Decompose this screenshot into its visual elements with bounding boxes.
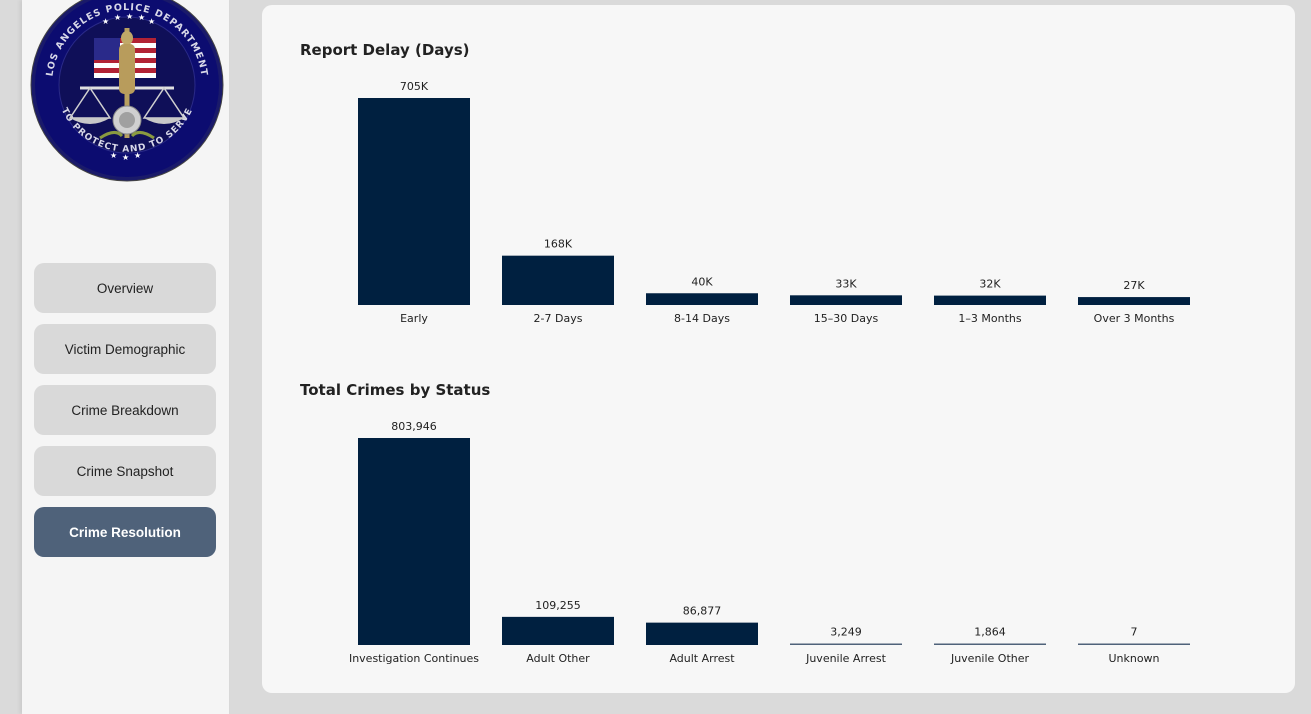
svg-text:★: ★ <box>148 17 155 26</box>
data-label-over-3-months: 27K <box>1123 279 1145 292</box>
tick-label-8-14-days: 8-14 Days <box>674 312 730 325</box>
data-label-juvenile-arrest: 3,249 <box>830 626 862 639</box>
bar-juvenile-other[interactable] <box>934 643 1046 646</box>
bar-adult-arrest[interactable] <box>646 622 758 645</box>
svg-text:★: ★ <box>134 151 141 160</box>
nav-crime-snapshot-button[interactable]: Crime Snapshot <box>34 446 216 496</box>
tick-label-over-3-months: Over 3 Months <box>1094 312 1175 325</box>
report-delay-chart-title: Report Delay (Days) <box>300 41 470 59</box>
bar-juvenile-arrest[interactable] <box>790 643 902 646</box>
tick-label-early: Early <box>400 312 428 325</box>
tick-label-unknown: Unknown <box>1108 652 1159 665</box>
tick-label-adult-other: Adult Other <box>526 652 590 665</box>
bar-over-3-months[interactable] <box>1078 297 1190 305</box>
tick-label-juvenile-arrest: Juvenile Arrest <box>805 652 886 665</box>
data-label-15-30-days: 33K <box>835 277 857 290</box>
lapd-seal-logo: LOS ANGELES POLICE DEPARTMENT TO PROTECT… <box>30 0 224 182</box>
status-chart: 803,946 Investigation Continues 109,255 Adu… <box>349 420 1190 665</box>
nav-victim-demographic-button[interactable]: Victim Demographic <box>34 324 216 374</box>
nav-crime-resolution-button[interactable]: Crime Resolution <box>34 507 216 557</box>
svg-text:★: ★ <box>110 151 117 160</box>
tick-label-juvenile-other: Juvenile Other <box>950 652 1030 665</box>
svg-text:★: ★ <box>138 13 145 22</box>
sidebar: LOS ANGELES POLICE DEPARTMENT TO PROTECT… <box>22 0 229 714</box>
report-delay-chart: 705K Early 168K 2-7 Days 40K 8-14 Days 33K 15–3… <box>358 80 1190 325</box>
data-label-2-7-days: 168K <box>544 238 573 251</box>
bar-early[interactable] <box>358 98 470 305</box>
tick-label-investigation-continues: Investigation Continues <box>349 652 479 665</box>
bar-unknown[interactable] <box>1078 643 1190 646</box>
data-label-investigation-continues: 803,946 <box>391 420 437 433</box>
data-label-1-3-months: 32K <box>979 278 1001 291</box>
bar-15-30-days[interactable] <box>790 295 902 305</box>
report-card: Report Delay (Days) 705K Early 168K 2-7 Day… <box>262 5 1295 693</box>
bar-adult-other[interactable] <box>502 616 614 645</box>
bar-2-7-days[interactable] <box>502 255 614 305</box>
status-chart-title: Total Crimes by Status <box>300 381 491 399</box>
data-label-adult-other: 109,255 <box>535 599 581 612</box>
data-label-unknown: 7 <box>1131 626 1138 639</box>
data-label-early: 705K <box>400 80 429 93</box>
nav-overview-button[interactable]: Overview <box>34 263 216 313</box>
svg-text:★: ★ <box>114 13 121 22</box>
bar-8-14-days[interactable] <box>646 293 758 305</box>
nav-crime-breakdown-button[interactable]: Crime Breakdown <box>34 385 216 435</box>
data-label-juvenile-other: 1,864 <box>974 626 1006 639</box>
tick-label-15-30-days: 15–30 Days <box>814 312 879 325</box>
tick-label-1-3-months: 1–3 Months <box>958 312 1021 325</box>
data-label-adult-arrest: 86,877 <box>683 605 722 618</box>
tick-label-adult-arrest: Adult Arrest <box>669 652 735 665</box>
svg-text:★: ★ <box>122 153 129 162</box>
data-label-8-14-days: 40K <box>691 275 713 288</box>
svg-text:★: ★ <box>102 17 109 26</box>
bar-1-3-months[interactable] <box>934 295 1046 305</box>
svg-text:★: ★ <box>126 12 133 21</box>
bar-investigation-continues[interactable] <box>358 438 470 645</box>
tick-label-2-7-days: 2-7 Days <box>534 312 583 325</box>
